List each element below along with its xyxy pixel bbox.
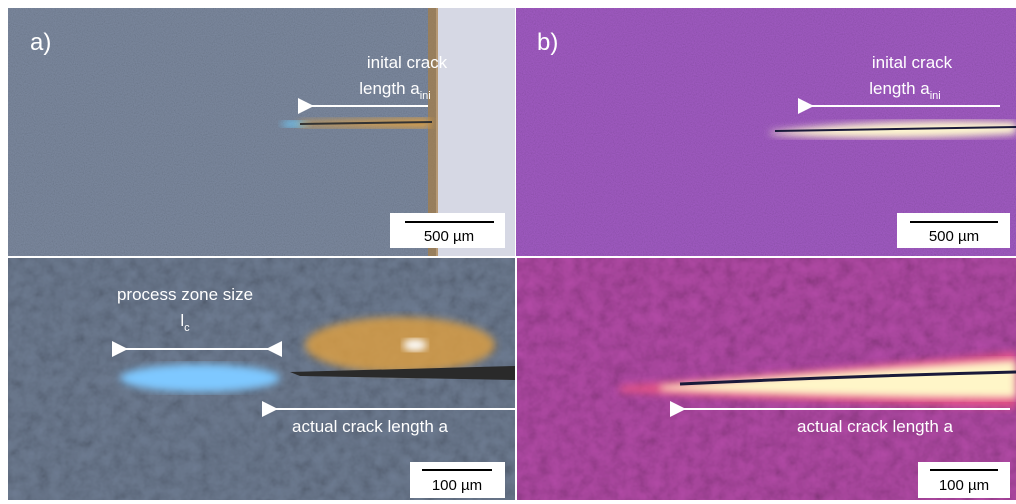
scale-bar-label: 100 µm <box>939 477 989 494</box>
subscript: ini <box>930 90 941 102</box>
subscript: ini <box>420 90 431 102</box>
image-b-top: inital crack length aini 500 µm b) <box>516 8 1016 256</box>
image-b-bottom: actual crack length a 100 µm <box>517 258 1016 500</box>
image-a-top: inital crack length aini 500 µm a) <box>8 8 515 256</box>
crack-label: inital crack <box>872 53 953 72</box>
figure: inital crack length aini 500 µm a) inita… <box>0 0 1016 504</box>
image-a-bottom: process zone size lc actual crack length… <box>8 258 515 500</box>
crack-label: actual crack length a <box>797 417 953 436</box>
zone-label: process zone size <box>117 285 253 304</box>
scale-bar-label: 500 µm <box>424 228 474 245</box>
panel-label: a) <box>30 29 51 56</box>
crack-label: inital crack <box>367 53 448 72</box>
scale-bar-label: 500 µm <box>929 228 979 245</box>
crack-label: length a <box>359 79 420 98</box>
crack-label: actual crack length a <box>292 417 448 436</box>
subscript: c <box>184 322 190 334</box>
panel-label: b) <box>537 29 558 56</box>
scale-bar-label: 100 µm <box>432 477 482 494</box>
crack-label: length a <box>869 79 930 98</box>
